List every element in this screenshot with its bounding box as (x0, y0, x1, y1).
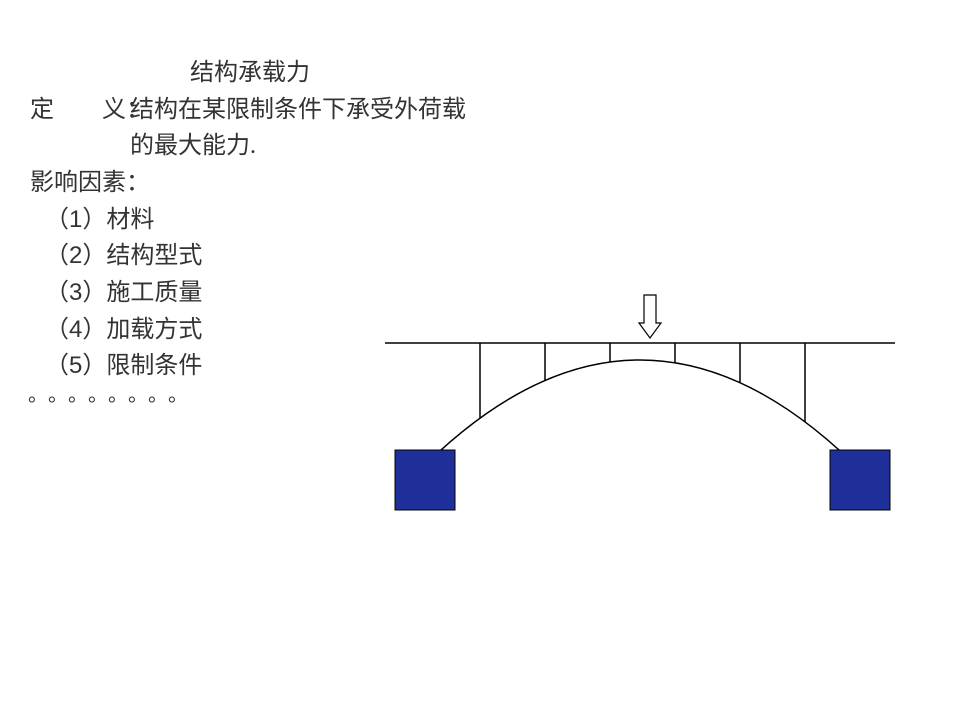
ellipsis: 。。。。。。。。 (28, 380, 198, 410)
factor-text-3: 施工质量 (106, 280, 202, 306)
factor-text-4: 加载方式 (106, 317, 202, 343)
factor-text-5: 限制条件 (106, 353, 202, 379)
factor-num-2: 2 (69, 242, 82, 269)
diagram-content (385, 295, 895, 510)
factor-item-4: （4）加载方式 (45, 312, 202, 348)
factor-item-3: （3）施工质量 (45, 275, 202, 311)
title: 结构承载力 (190, 55, 310, 91)
factor-item-1: （1）材料 (45, 202, 154, 238)
bridge-diagram (370, 280, 910, 520)
factor-num-4: 4 (69, 316, 82, 343)
factor-num-1: 1 (69, 206, 82, 233)
definition-body: 结构在某限制条件下承受外荷载 的最大能力. (130, 92, 466, 164)
factor-text-2: 结构型式 (106, 243, 202, 269)
factors-label: 影响因素： (30, 165, 150, 201)
factor-item-5: （5）限制条件 (45, 348, 202, 384)
factor-num-5: 5 (69, 352, 82, 379)
factor-item-2: （2）结构型式 (45, 238, 202, 274)
factor-num-3: 3 (69, 279, 82, 306)
factor-text-1: 材料 (106, 207, 154, 233)
